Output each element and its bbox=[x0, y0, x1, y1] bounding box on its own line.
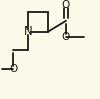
Text: O: O bbox=[9, 64, 17, 74]
Text: O: O bbox=[62, 0, 70, 10]
Text: O: O bbox=[62, 32, 70, 42]
Text: N: N bbox=[24, 25, 32, 38]
